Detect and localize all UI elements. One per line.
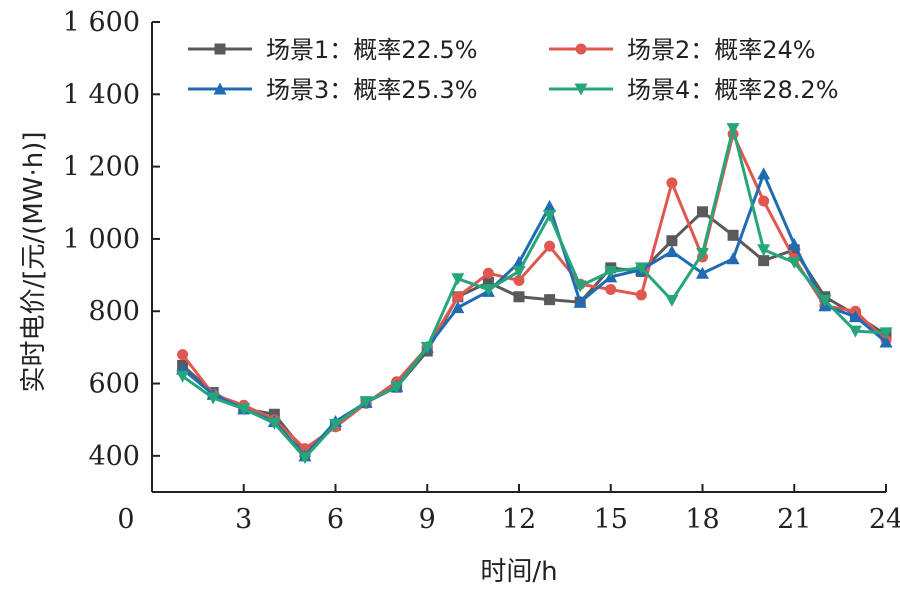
data-point <box>757 167 771 180</box>
data-point <box>727 229 739 241</box>
legend-item: 场景3：概率25.3% <box>188 76 478 104</box>
data-point <box>176 370 190 383</box>
y-tick-label: 1 200 <box>63 152 140 183</box>
data-point <box>879 327 893 340</box>
series-line <box>181 127 887 460</box>
data-point <box>482 267 494 279</box>
data-point <box>758 255 770 267</box>
x-tick-label: 21 <box>777 504 811 535</box>
data-point <box>452 291 464 303</box>
legend-marker <box>213 82 227 95</box>
data-point <box>726 123 740 136</box>
y-tick-label: 1 600 <box>63 7 140 38</box>
data-point <box>513 291 525 303</box>
data-point <box>818 294 832 307</box>
y-axis-label: 实时电价/[元/(MW·h)] <box>19 132 49 393</box>
legend-marker <box>214 43 226 55</box>
y-tick-label: 800 <box>88 296 140 327</box>
series-2 <box>177 128 892 455</box>
legend-label: 场景4：概率28.2% <box>627 76 839 104</box>
data-point <box>787 237 801 250</box>
x-axis-label: 时间/h <box>480 557 557 587</box>
series-line <box>181 210 887 454</box>
x-tick-label: 24 <box>869 504 900 535</box>
x-tick-label: 18 <box>685 504 719 535</box>
data-point <box>696 266 709 279</box>
data-point <box>481 284 495 297</box>
series-4 <box>176 123 893 465</box>
series-3 <box>176 167 893 462</box>
x-ticks: 0 3 6 9 12 15 18 21 24 <box>117 484 900 535</box>
x-tick-label: 12 <box>502 504 536 535</box>
y-ticks: 400 600 800 1 000 1 200 1 400 1 600 <box>63 7 160 472</box>
legend: 场景1：概率22.5% 场景2：概率24% 场景3：概率25.3% 场景4：概率28.… <box>188 36 839 104</box>
y-tick-label: 1 400 <box>63 79 140 110</box>
data-point <box>666 235 678 247</box>
data-point <box>604 265 618 278</box>
legend-label: 场景2：概率24% <box>627 36 816 64</box>
x-tick-label: 0 <box>117 504 134 535</box>
legend-marker <box>574 83 588 96</box>
data-point <box>329 418 342 431</box>
data-point <box>635 289 647 301</box>
series-line <box>181 172 887 458</box>
data-point <box>513 275 525 286</box>
data-point <box>787 256 801 269</box>
data-point <box>573 295 587 308</box>
data-point <box>696 247 709 260</box>
x-tick-label: 6 <box>327 504 344 535</box>
data-point <box>697 206 708 218</box>
legend-marker <box>575 43 587 55</box>
data-point <box>237 403 251 416</box>
x-tick-label: 3 <box>235 504 252 535</box>
data-point <box>879 335 893 348</box>
data-point <box>726 252 740 265</box>
data-point <box>359 396 373 409</box>
series-layer <box>176 123 893 465</box>
data-point <box>390 381 404 394</box>
y-tick-label: 1 000 <box>63 224 140 255</box>
data-point <box>267 417 281 430</box>
data-point <box>544 294 556 306</box>
y-tick-label: 400 <box>88 441 140 472</box>
legend-label: 场景1：概率22.5% <box>266 36 478 64</box>
data-point <box>543 209 557 222</box>
data-point <box>848 310 862 323</box>
data-point <box>177 349 189 361</box>
data-point <box>757 244 771 257</box>
series-line <box>181 132 888 451</box>
x-tick-label: 9 <box>419 504 436 535</box>
data-point <box>666 177 678 189</box>
data-point <box>420 341 434 354</box>
data-point <box>665 294 679 307</box>
data-point <box>512 265 526 278</box>
data-point <box>298 452 312 465</box>
x-tick-label: 15 <box>594 504 628 535</box>
data-point <box>573 280 587 293</box>
y-tick-label: 600 <box>88 369 140 400</box>
data-point <box>758 195 770 207</box>
data-point <box>451 273 465 286</box>
data-point <box>605 284 617 296</box>
data-point <box>206 392 220 405</box>
legend-item: 场景2：概率24% <box>549 36 816 64</box>
data-point <box>848 325 862 338</box>
data-point <box>665 245 679 258</box>
data-point <box>543 199 557 212</box>
data-point <box>544 240 556 252</box>
data-point <box>634 262 648 275</box>
data-point <box>451 301 465 314</box>
legend-label: 场景3：概率25.3% <box>266 76 478 104</box>
legend-item: 场景1：概率22.5% <box>188 36 478 64</box>
data-point <box>482 276 494 288</box>
legend-item: 场景4：概率28.2% <box>549 76 839 104</box>
